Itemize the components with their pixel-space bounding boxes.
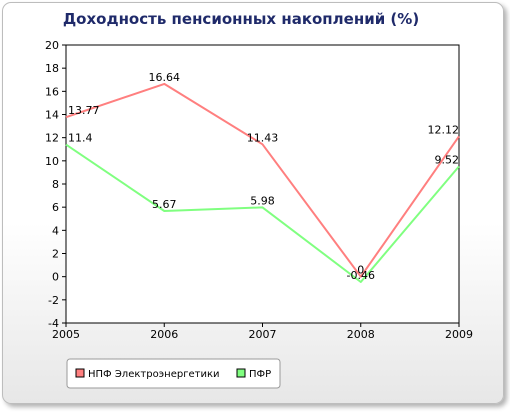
- y-tick-label: 18: [45, 62, 59, 75]
- series-group: [65, 82, 460, 283]
- data-label: 12.12: [428, 123, 460, 136]
- legend-swatch-1: [75, 368, 85, 378]
- y-tick-label: 4: [52, 224, 59, 237]
- y-tick-label: 20: [45, 39, 59, 52]
- data-labels: 13.77 16.64 11.43 0 12.12 11.4 5.67 5.98 -0.46 9.…: [68, 71, 459, 282]
- y-tick-label: 0: [52, 271, 59, 284]
- legend-label-1: НПФ Электроэнергетики: [88, 369, 219, 380]
- legend: НПФ Электроэнергетики ПФР: [66, 358, 281, 389]
- y-tick-label: 8: [52, 178, 59, 191]
- data-label: 5.98: [250, 194, 275, 207]
- x-tick-label: 2007: [249, 328, 277, 341]
- chart-card: Доходность пенсионных накоплений (%) -4-…: [2, 2, 504, 404]
- y-tick-label: 2: [52, 248, 59, 261]
- x-tick-label: 2009: [445, 328, 473, 341]
- x-tick-label: 2008: [347, 328, 375, 341]
- plot-area: [65, 44, 460, 324]
- series-line-1: [65, 82, 460, 278]
- legend-label-2: ПФР: [249, 369, 271, 380]
- series-line-2: [65, 143, 460, 283]
- chart: Доходность пенсионных накоплений (%) -4-…: [45, 10, 473, 389]
- y-tick-label: 6: [52, 201, 59, 214]
- y-tick-label: 14: [45, 109, 59, 122]
- data-label: 11.43: [247, 131, 279, 144]
- legend-swatch-2: [236, 368, 246, 378]
- x-tick-label: 2006: [150, 328, 178, 341]
- y-tick-label: -2: [48, 294, 59, 307]
- chart-title: Доходность пенсионных накоплений (%): [63, 10, 419, 28]
- data-label: -0.46: [347, 269, 375, 282]
- x-tick-label: 2005: [52, 328, 80, 341]
- y-tick-label: 12: [45, 132, 59, 145]
- y-tick-label: -4: [48, 317, 59, 330]
- data-label: 16.64: [149, 71, 181, 84]
- data-label: 11.4: [68, 132, 93, 145]
- x-axis: 2005 2006 2007 2008 2009: [52, 323, 473, 341]
- y-tick-label: 10: [45, 155, 59, 168]
- y-axis: -4 -2 0 2 4 6 8 10 12 14 16 18 20: [45, 39, 66, 330]
- data-label: 5.67: [152, 198, 177, 211]
- data-label: 9.52: [435, 153, 460, 166]
- y-tick-label: 16: [45, 85, 59, 98]
- data-label: 0: [357, 264, 364, 277]
- legend-box: [66, 358, 281, 389]
- data-label: 13.77: [68, 104, 100, 117]
